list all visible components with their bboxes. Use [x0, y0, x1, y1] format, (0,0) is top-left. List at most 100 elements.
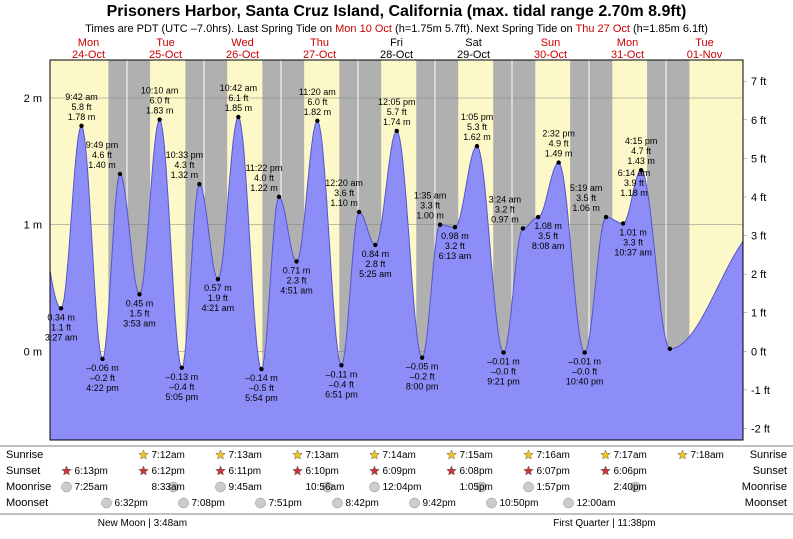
svg-text:5 ft: 5 ft	[751, 153, 766, 165]
svg-text:0 ft: 0 ft	[751, 346, 766, 358]
tide-label: 0.84 m	[362, 249, 390, 259]
tide-chart: 0 m1 m2 m-2 ft-1 ft0 ft1 ft2 ft3 ft4 ft5…	[0, 0, 793, 539]
tide-label: 3.6 ft	[334, 188, 355, 198]
day-label: Tue	[695, 37, 714, 49]
tide-label: 6.0 ft	[307, 97, 328, 107]
tide-label: 0.97 m	[491, 214, 519, 224]
sunrise-time: 7:18am	[691, 450, 724, 461]
date-label: 24-Oct	[72, 49, 105, 61]
tide-label: 0.71 m	[283, 265, 311, 275]
tide-point	[556, 160, 560, 164]
sunset-time: 6:13pm	[75, 466, 108, 477]
tide-label: 1.22 m	[250, 183, 278, 193]
day-label: Thu	[310, 37, 329, 49]
tide-point	[236, 115, 240, 119]
tide-label: 2:32 pm	[542, 129, 575, 139]
tide-point	[157, 117, 161, 121]
moonrise-time: 1:57pm	[537, 482, 570, 493]
tide-label: 4:21 am	[202, 303, 235, 313]
tide-label: –0.11 m	[326, 369, 358, 379]
tide-label: 1.5 ft	[129, 308, 150, 318]
tide-label: 12:05 pm	[378, 97, 416, 107]
day-label: Fri	[390, 37, 403, 49]
tide-label: 9:42 am	[65, 92, 98, 102]
tide-label: 1.18 m	[620, 188, 648, 198]
tide-label: 0.45 m	[126, 298, 154, 308]
tide-point	[373, 243, 377, 247]
tide-label: –0.2 ft	[410, 372, 436, 382]
tide-point	[277, 195, 281, 199]
tide-label: –0.0 ft	[572, 367, 598, 377]
tide-label: 10:40 pm	[566, 377, 604, 387]
tide-label: 1.78 m	[68, 112, 96, 122]
row-label-right: Moonset	[745, 497, 787, 509]
tide-label: 9:21 pm	[487, 377, 520, 387]
tide-label: 3.5 ft	[576, 193, 597, 203]
day-label: Tue	[156, 37, 175, 49]
tide-label: 8:00 pm	[406, 382, 439, 392]
tide-label: 1.9 ft	[208, 293, 229, 303]
tide-label: –0.2 ft	[90, 373, 116, 383]
tide-label: 1.1 ft	[51, 322, 72, 332]
tide-point	[438, 222, 442, 226]
moonrise-time: 8:33am	[152, 482, 185, 493]
tide-label: 1:35 am	[414, 191, 447, 201]
tide-label: –0.4 ft	[329, 379, 355, 389]
moonset-time: 7:08pm	[192, 498, 225, 509]
tide-label: 5:05 pm	[166, 392, 199, 402]
moonset-time: 8:42pm	[346, 498, 379, 509]
tide-label: –0.14 m	[245, 373, 278, 383]
tide-label: 4:51 am	[280, 285, 313, 295]
moonrise-time: 2:40pm	[614, 482, 647, 493]
tide-label: 1:05 pm	[461, 112, 494, 122]
tide-point	[137, 292, 141, 296]
tide-label: 1.01 m	[619, 227, 647, 237]
tide-point	[294, 259, 298, 263]
date-label: 29-Oct	[457, 49, 490, 61]
row-label-right: Sunrise	[750, 449, 787, 461]
tide-label: –0.13 m	[166, 372, 199, 382]
tide-label: 3.3 ft	[623, 237, 644, 247]
date-label: 31-Oct	[611, 49, 644, 61]
moonrise-time: 12:04pm	[383, 482, 422, 493]
tide-label: 4:15 pm	[625, 136, 658, 146]
tide-label: 6:14 am	[618, 168, 651, 178]
tide-point	[420, 355, 424, 359]
tide-point	[453, 225, 457, 229]
tide-label: 1.82 m	[304, 107, 332, 117]
chart-title: Prisoners Harbor, Santa Cruz Island, Cal…	[107, 3, 687, 20]
tide-point	[259, 367, 263, 371]
tide-point	[118, 172, 122, 176]
tide-label: 5:19 am	[570, 183, 603, 193]
tide-point	[395, 129, 399, 133]
row-label-left: Moonrise	[6, 481, 51, 493]
tide-label: 3.2 ft	[495, 204, 516, 214]
tide-label: 0.98 m	[441, 231, 469, 241]
tide-label: –0.4 ft	[169, 382, 195, 392]
tide-point	[536, 215, 540, 219]
sunset-time: 6:08pm	[460, 466, 493, 477]
svg-text:7 ft: 7 ft	[751, 76, 766, 88]
row-label-left: Moonset	[6, 497, 48, 509]
tide-label: 1.40 m	[88, 160, 116, 170]
moonrise-time: 1:05pm	[460, 482, 493, 493]
sunrise-time: 7:15am	[460, 450, 493, 461]
date-label: 27-Oct	[303, 49, 336, 61]
tide-label: 5.8 ft	[71, 102, 92, 112]
tide-label: 3.9 ft	[624, 178, 645, 188]
svg-text:1 m: 1 m	[24, 220, 42, 232]
date-label: 26-Oct	[226, 49, 259, 61]
tide-label: 0.34 m	[47, 312, 75, 322]
svg-text:4 ft: 4 ft	[751, 192, 766, 204]
tide-label: 5:54 pm	[245, 393, 278, 403]
tide-label: 12:20 am	[325, 178, 363, 188]
tide-label: 1.10 m	[330, 198, 358, 208]
tide-label: 1.32 m	[171, 170, 199, 180]
sunrise-time: 7:13am	[229, 450, 262, 461]
svg-text:0 m: 0 m	[24, 346, 42, 358]
moonset-time: 7:51pm	[269, 498, 302, 509]
sunset-time: 6:12pm	[152, 466, 185, 477]
tide-label: 1.43 m	[627, 156, 655, 166]
tide-label: 0.57 m	[204, 283, 232, 293]
tide-label: 2.3 ft	[287, 275, 308, 285]
